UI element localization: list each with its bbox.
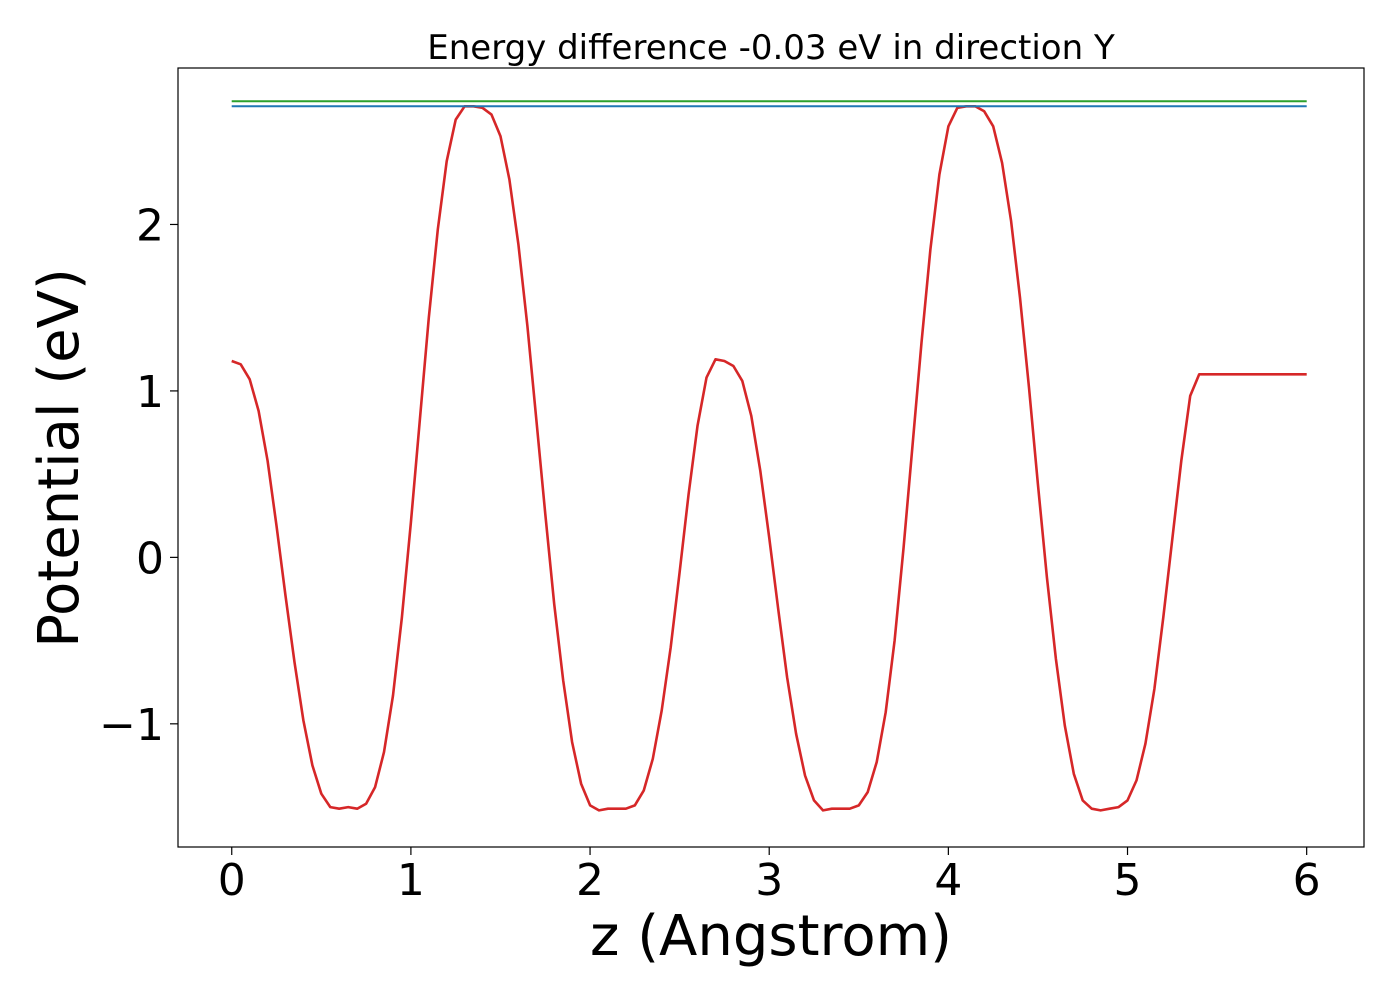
- x-tick-label: 6: [1293, 855, 1321, 906]
- x-tick-label: 2: [576, 855, 604, 906]
- x-axis-label: z (Angstrom): [590, 904, 952, 969]
- y-tick-label: 0: [136, 533, 164, 584]
- plot-lines: [231, 100, 1307, 812]
- x-tick-label: 0: [218, 855, 246, 906]
- x-tick-label: 4: [934, 855, 962, 906]
- y-tick-label: 2: [136, 200, 164, 251]
- plot-frame: [177, 67, 1365, 848]
- y-tick-label: 1: [136, 367, 164, 418]
- x-tick-label: 1: [397, 855, 425, 906]
- x-axis-ticks: 0 1 2 3 4 5 6: [218, 847, 1321, 906]
- chart-title: Energy difference -0.03 eV in direction …: [427, 28, 1115, 68]
- series-line-1: [231, 105, 1307, 812]
- y-tick-label: −1: [99, 700, 164, 751]
- x-tick-label: 5: [1114, 855, 1142, 906]
- y-axis-label: Potential (eV): [27, 268, 92, 648]
- y-axis-ticks: −1 0 1 2: [99, 200, 178, 751]
- x-tick-label: 3: [755, 855, 783, 906]
